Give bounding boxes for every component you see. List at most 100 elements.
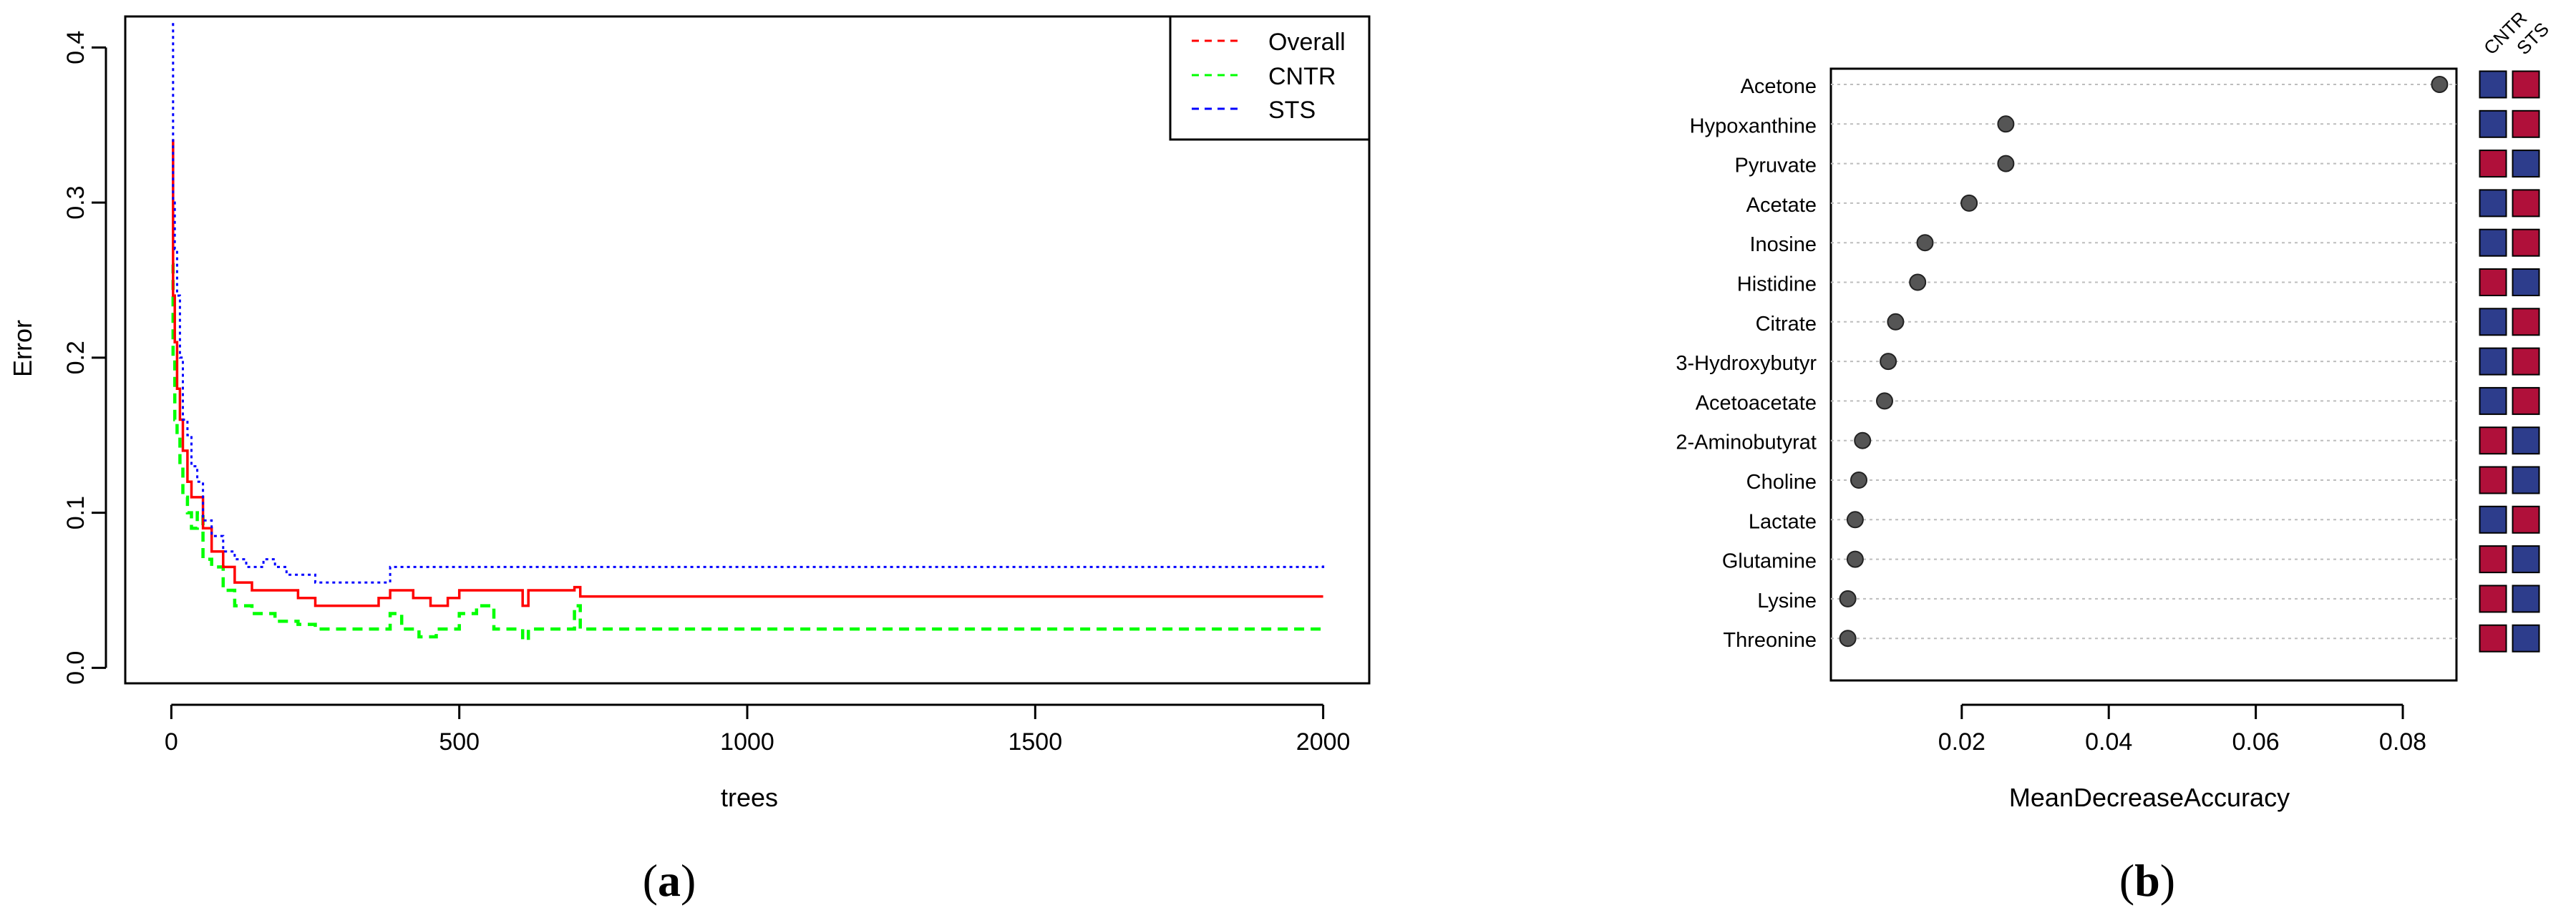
heatmap-cell	[2512, 386, 2540, 415]
x-tick-label: 0.02	[1938, 728, 1986, 756]
heatmap-cell	[2512, 624, 2540, 653]
data-point-2-aminobutyrat	[1854, 431, 1872, 449]
panel-a-error-chart: 0 500 1000 1500 2000 0.0 0.1 0.2 0.3 0.4 trees E…	[8, 15, 1371, 906]
x-tick-label: 0.08	[2379, 728, 2426, 756]
panel-b-rows: Acetone Hypoxanthine Pyruvate Acetate Inosin…	[1676, 75, 2456, 652]
category-label: Hypoxanthine	[1690, 114, 1817, 137]
heatmap-cell	[2512, 109, 2540, 138]
data-point-lysine	[1839, 590, 1857, 607]
y-tick-label: 0.4	[62, 31, 89, 64]
category-label: Glutamine	[1722, 550, 1817, 573]
heatmap-cell	[2512, 426, 2540, 455]
category-label: 3-Hydroxybutyr	[1676, 352, 1817, 375]
x-tick-label: 1000	[720, 728, 774, 756]
series-line-cntr	[171, 263, 1323, 642]
y-tick-label: 0.3	[62, 185, 89, 219]
heatmap-cell	[2512, 545, 2540, 574]
heatmap-cell	[2479, 347, 2507, 376]
data-point-acetone	[2431, 76, 2449, 93]
heatmap-cell	[2479, 308, 2507, 336]
x-tick-label: 0.04	[2085, 728, 2132, 756]
y-tick-label: 0.0	[62, 651, 89, 685]
heatmap-cell	[2479, 624, 2507, 653]
heatmap-cell	[2479, 70, 2507, 99]
x-tick-label: 1500	[1008, 728, 1062, 756]
heatmap-cell	[2479, 228, 2507, 257]
data-point-lactate	[1846, 511, 1864, 529]
heatmap-cell	[2512, 189, 2540, 218]
category-label: Acetoacetate	[1696, 391, 1817, 414]
heatmap-cell	[2512, 228, 2540, 257]
series-line-overall	[172, 139, 1323, 607]
data-point-choline	[1850, 472, 1867, 489]
panel-a-label: (a)	[643, 855, 696, 906]
panel-a-y-axis-label: Error	[8, 320, 37, 377]
heatmap-cell	[2479, 268, 2507, 296]
heatmap-cell	[2512, 585, 2540, 613]
data-point-hypoxanthine	[1997, 115, 2015, 133]
data-point-histidine	[1909, 273, 1927, 291]
data-point-pyruvate	[1997, 155, 2015, 172]
x-tick-label: 2000	[1296, 728, 1351, 756]
series-line-sts	[172, 23, 1325, 584]
category-label: Histidine	[1737, 273, 1817, 296]
data-point-glutamine	[1846, 550, 1864, 568]
heatmap-cell	[2512, 308, 2540, 336]
legend-label-cntr: CNTR	[1268, 63, 1336, 90]
heatmap-cell	[2512, 70, 2540, 99]
data-point-citrate	[1887, 313, 1905, 331]
panel-a-legend-box	[1169, 15, 1371, 141]
heatmap-cell	[2479, 109, 2507, 138]
category-label: Lysine	[1757, 590, 1817, 612]
heatmap-cell	[2512, 268, 2540, 296]
heatmap-cell	[2479, 426, 2507, 455]
category-label: Pyruvate	[1735, 155, 1817, 177]
panel-a-x-ticks: 0 500 1000 1500 2000	[165, 703, 1351, 756]
heatmap-cell	[2479, 189, 2507, 218]
category-label: Acetate	[1746, 194, 1817, 217]
heatmap-cell	[2512, 347, 2540, 376]
x-tick-label: 500	[439, 728, 480, 756]
heatmap-cell	[2479, 466, 2507, 494]
panel-b-plot-box	[1829, 67, 2458, 682]
data-point-acetoacetate	[1876, 392, 1893, 410]
heatmap-cell	[2479, 386, 2507, 415]
heatmap-cell	[2512, 466, 2540, 494]
panel-b-label: (b)	[2119, 855, 2175, 906]
y-tick-label: 0.2	[62, 341, 89, 374]
category-label: Choline	[1746, 471, 1817, 494]
panel-a-letter: a	[658, 855, 681, 906]
panel-b-x-axis-label: MeanDecreaseAccuracy	[2009, 783, 2290, 812]
legend-label-sts: STS	[1268, 97, 1316, 124]
data-point-acetate	[1960, 194, 1978, 212]
heatmap-cell	[2479, 585, 2507, 613]
legend-label-overall: Overall	[1268, 29, 1346, 56]
panel-a-legend: Overall CNTR STS	[1169, 15, 1371, 141]
category-label: Inosine	[1749, 233, 1817, 256]
panel-a-plot-box	[124, 15, 1371, 685]
panel-b-x-ticks: 0.02 0.04 0.06 0.08	[1938, 703, 2426, 756]
x-tick-label: 0	[165, 728, 178, 756]
heatmap-cell	[2512, 505, 2540, 534]
category-label: 2-Aminobutyrat	[1676, 431, 1817, 454]
panel-a-y-ticks: 0.0 0.1 0.2 0.3 0.4	[62, 31, 107, 685]
category-label: Acetone	[1741, 75, 1817, 98]
data-point-3-hydroxybutyr	[1880, 353, 1897, 371]
panel-a-x-axis-label: trees	[721, 783, 778, 812]
heatmap-cell	[2479, 545, 2507, 574]
y-tick-label: 0.1	[62, 496, 89, 529]
panel-b-importance-chart: Acetone Hypoxanthine Pyruvate Acetate Inosin…	[1676, 7, 2553, 906]
panel-b-letter: b	[2134, 855, 2160, 906]
category-label: Lactate	[1749, 510, 1817, 533]
category-label: Threonine	[1723, 629, 1817, 652]
heatmap-cell	[2512, 150, 2540, 178]
data-point-inosine	[1916, 234, 1934, 252]
heatmap-cell	[2479, 150, 2507, 178]
category-label: Citrate	[1756, 313, 1817, 336]
panel-a-series-group	[171, 23, 1325, 642]
heatmap-cell	[2479, 505, 2507, 534]
x-tick-label: 0.06	[2232, 728, 2280, 756]
data-point-threonine	[1839, 630, 1857, 648]
